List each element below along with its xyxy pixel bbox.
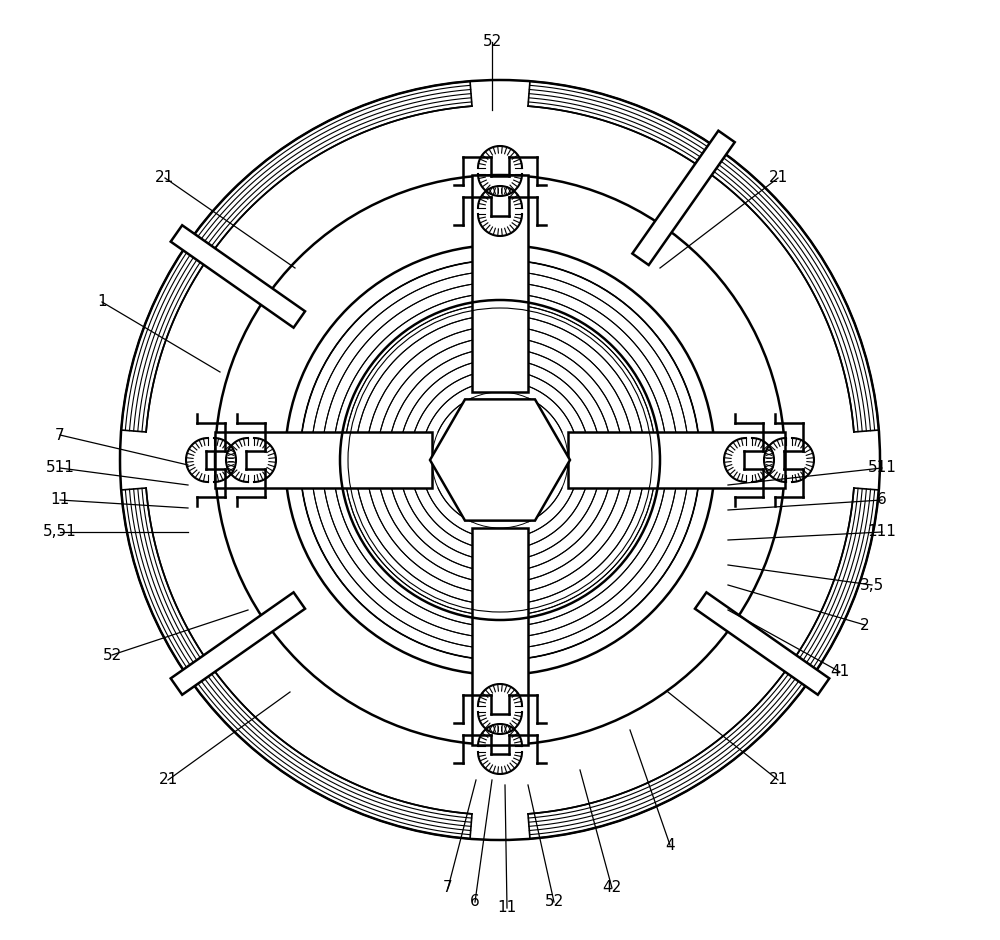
Text: 1: 1 bbox=[97, 294, 107, 309]
Text: 21: 21 bbox=[158, 773, 178, 788]
Polygon shape bbox=[121, 488, 472, 838]
Polygon shape bbox=[695, 592, 829, 695]
Text: 21: 21 bbox=[768, 773, 788, 788]
Text: 21: 21 bbox=[155, 170, 175, 185]
Text: 511: 511 bbox=[46, 461, 74, 476]
Polygon shape bbox=[472, 528, 528, 745]
Polygon shape bbox=[528, 488, 879, 838]
Text: 111: 111 bbox=[868, 525, 896, 540]
Text: 4: 4 bbox=[665, 838, 675, 853]
Text: 3,5: 3,5 bbox=[860, 577, 884, 592]
Polygon shape bbox=[171, 592, 305, 695]
Polygon shape bbox=[472, 175, 528, 392]
Polygon shape bbox=[528, 81, 879, 432]
Text: 42: 42 bbox=[602, 881, 622, 896]
Polygon shape bbox=[171, 226, 305, 328]
Text: 6: 6 bbox=[470, 895, 480, 910]
Polygon shape bbox=[632, 131, 735, 265]
Text: 5,51: 5,51 bbox=[43, 525, 77, 540]
Text: 6: 6 bbox=[877, 493, 887, 508]
Text: 11: 11 bbox=[50, 493, 70, 508]
Text: 52: 52 bbox=[102, 648, 122, 663]
Text: 2: 2 bbox=[860, 618, 870, 633]
Text: 511: 511 bbox=[868, 461, 896, 476]
Text: 7: 7 bbox=[55, 428, 65, 443]
Text: 21: 21 bbox=[768, 170, 788, 185]
Text: 52: 52 bbox=[482, 35, 502, 50]
Text: 7: 7 bbox=[443, 881, 453, 896]
Text: 11: 11 bbox=[497, 901, 517, 916]
Polygon shape bbox=[121, 81, 472, 432]
Polygon shape bbox=[568, 432, 785, 488]
Text: 41: 41 bbox=[830, 665, 850, 680]
Polygon shape bbox=[215, 432, 432, 488]
Polygon shape bbox=[430, 400, 570, 521]
Text: 52: 52 bbox=[544, 895, 564, 910]
